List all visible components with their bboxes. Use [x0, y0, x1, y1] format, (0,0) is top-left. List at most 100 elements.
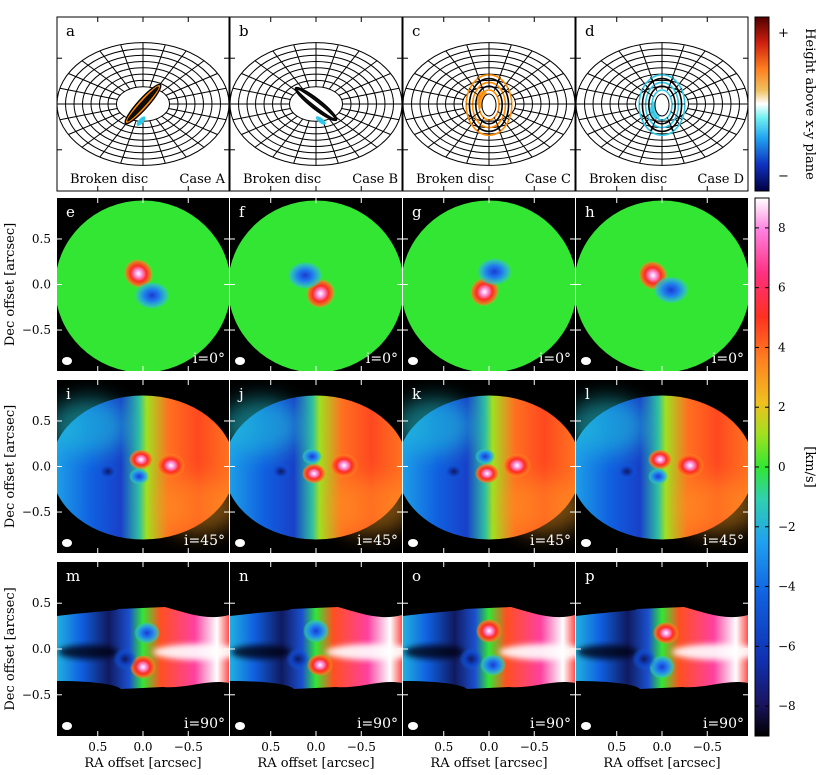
inner-spoke: [497, 111, 510, 120]
disc-spoke: [99, 118, 131, 158]
bright-ridge: [672, 644, 748, 660]
y-tick-label: 0.5: [32, 414, 51, 428]
lower-lobe: [134, 622, 160, 644]
blue-core: [271, 463, 291, 480]
inner-spoke: [497, 88, 510, 97]
beam-ellipse: [408, 539, 418, 547]
height-bottom-tick: −: [778, 169, 789, 184]
disc-spoke: [600, 60, 644, 93]
inner-spoke: [670, 88, 683, 97]
inner-spoke: [641, 88, 654, 97]
disc-spoke: [511, 73, 564, 96]
inner-spoke: [666, 76, 674, 92]
disc-spoke: [501, 50, 533, 90]
panel-letter: o: [412, 567, 421, 585]
x-axis-label: RA offset [arcsec]: [603, 756, 720, 771]
disc-spoke: [338, 112, 391, 135]
disc-spoke: [680, 60, 724, 93]
outer-shade: [502, 478, 575, 535]
inner-spoke: [477, 116, 485, 132]
x-axis-label: RA offset [arcsec]: [257, 756, 374, 771]
y-tick-label: 0.0: [32, 642, 51, 656]
disc-spoke: [427, 60, 471, 93]
beam-ellipse: [581, 539, 591, 547]
disc-spoke: [445, 50, 477, 90]
disc-spoke: [272, 50, 304, 90]
beam-ellipse: [62, 357, 72, 365]
emission: [576, 607, 748, 689]
disc-spoke: [99, 50, 131, 90]
emission: [576, 200, 748, 371]
lower-lobe: [480, 654, 506, 676]
disc-spoke: [514, 107, 573, 121]
disc-spoke: [405, 107, 464, 121]
x-tick-label: −0.5: [174, 740, 203, 754]
right-label: Case A: [179, 172, 225, 187]
disc-spoke: [338, 73, 391, 96]
inner-red: [648, 449, 672, 470]
x-tick-label: 0.5: [88, 740, 107, 754]
x-tick-label: 0.5: [434, 740, 453, 754]
inclination-label: i=45°: [184, 533, 225, 549]
blueshifted-lobe: [134, 281, 171, 310]
y-axis-label: Dec offset [arcsec]: [3, 223, 18, 346]
disc-spoke: [507, 60, 551, 93]
disc-spoke: [149, 120, 166, 164]
x-axis-label: RA offset [arcsec]: [84, 756, 201, 771]
left-label: Broken disc: [70, 172, 148, 187]
x-tick-label: 0.5: [607, 740, 626, 754]
blueshifted-lobe: [653, 275, 690, 304]
x-tick-label: −0.5: [520, 740, 549, 754]
panel-letter: i: [66, 385, 71, 403]
red-core: [503, 453, 531, 478]
disc-spoke: [334, 115, 378, 148]
velocity-tick-label: −8: [778, 699, 796, 713]
blue-core: [617, 463, 637, 480]
inner-disc-tilt: [315, 116, 326, 125]
velocity-panel-k: k i=45°: [403, 380, 575, 553]
emission: [57, 395, 229, 540]
emission: [403, 607, 575, 689]
velocity-panel-f: f i=0°: [230, 198, 402, 371]
beam-ellipse: [581, 722, 591, 730]
x-tick-label: 0.0: [133, 740, 152, 754]
y-tick-label: 0.0: [32, 460, 51, 474]
disc-spoke: [155, 50, 187, 90]
y-tick-label: 0.5: [32, 596, 51, 610]
inner-red: [302, 463, 326, 484]
disc-spoke: [165, 73, 218, 96]
x-tick-label: 0.0: [306, 740, 325, 754]
schematic-panel-a: a Broken disc Case A: [56, 16, 230, 192]
y-tick-label: −0.5: [22, 323, 51, 337]
outer-shade: [403, 398, 474, 455]
velocity-panel-i: i i=45°: [57, 380, 229, 553]
disc-edge-on: [576, 607, 748, 689]
emission: [403, 395, 575, 540]
panel-letter: l: [585, 385, 590, 403]
x-tick-label: −0.5: [347, 740, 376, 754]
y-tick-label: −0.5: [22, 505, 51, 519]
schematic-panel-d: d Broken disc Case D: [575, 16, 749, 192]
disc-spoke: [618, 50, 650, 90]
bright-ridge: [499, 644, 575, 660]
disc-spoke: [241, 112, 294, 135]
beam-ellipse: [408, 357, 418, 365]
inner-hole: [654, 93, 670, 117]
disc-spoke: [341, 87, 400, 101]
inner-disc-edge: [297, 89, 335, 119]
disc-edge-on: [403, 607, 575, 689]
disc-spoke: [495, 44, 512, 88]
disc-spoke: [59, 87, 118, 101]
dark-ridge: [58, 645, 118, 659]
height-colorbar-label: Height above x-y plane: [802, 28, 817, 180]
inner-spoke: [666, 116, 674, 132]
right-label: Case D: [697, 172, 744, 187]
inclination-label: i=0°: [193, 351, 225, 367]
beam-ellipse: [62, 722, 72, 730]
left-label: Broken disc: [243, 172, 321, 187]
emission: [57, 607, 229, 689]
beam-ellipse: [235, 722, 245, 730]
lower-lobe: [653, 622, 679, 644]
blueshifted-lobe: [287, 261, 324, 290]
outer-shade: [230, 398, 301, 455]
